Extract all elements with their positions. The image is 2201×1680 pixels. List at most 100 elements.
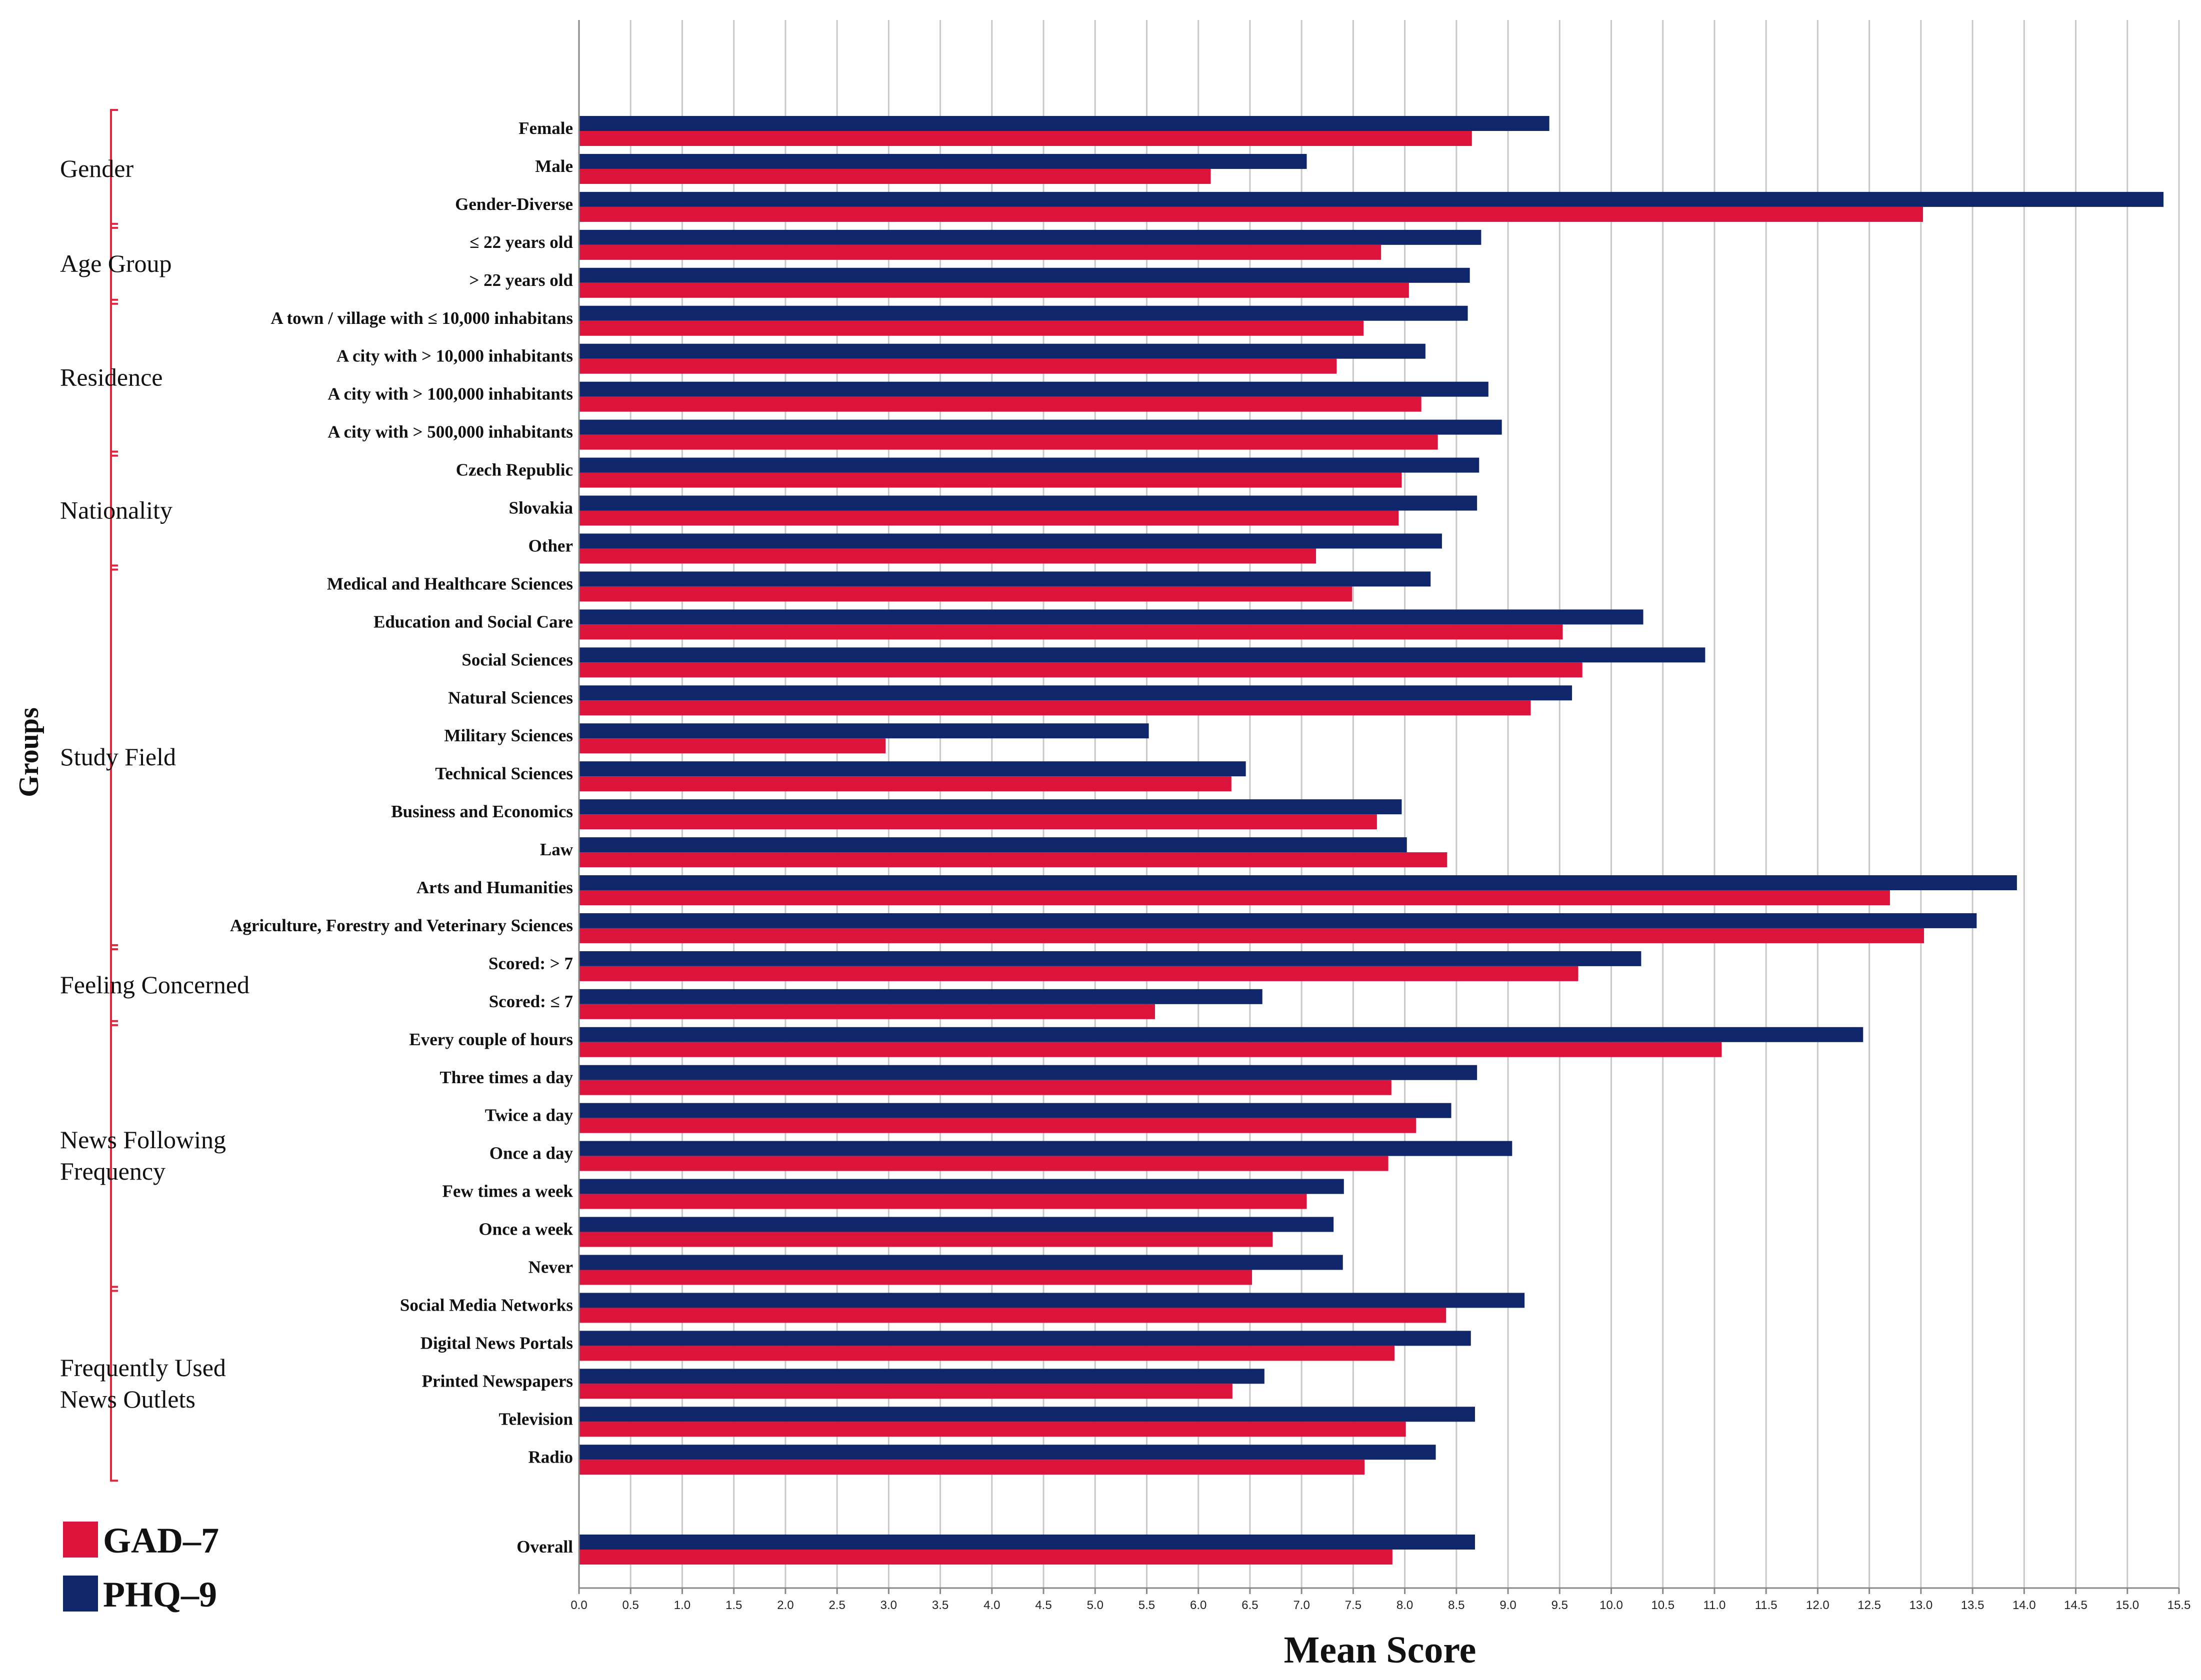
category-label: Other: [528, 536, 573, 555]
x-tick-label: 0.0: [570, 1599, 587, 1612]
x-tick-label: 10.5: [1651, 1599, 1674, 1612]
category-label: Education and Social Care: [374, 612, 573, 631]
x-tick-label: 12.0: [1806, 1599, 1830, 1612]
category-labels: Female Male Gender-Diverse ≤ 22 years old > …: [230, 118, 574, 1557]
gad7-bar: [579, 1156, 1388, 1171]
phq9-bar: [579, 989, 1262, 1004]
gad7-bar: [579, 320, 1364, 336]
x-tick-label: 2.0: [777, 1599, 794, 1612]
gad7-bar: [579, 776, 1232, 792]
group-bracket: [110, 450, 118, 571]
x-tick-label: 3.5: [932, 1599, 948, 1612]
gad7-bar: [579, 1550, 1392, 1565]
phq9-bar: [579, 191, 2164, 207]
x-tick-label: 14.5: [2064, 1599, 2088, 1612]
x-tick-label: 0.5: [622, 1599, 639, 1612]
x-tick-label: 4.0: [984, 1599, 1000, 1612]
category-label: Agriculture, Forestry and Veterinary Sci…: [230, 916, 573, 935]
x-axis-title: Mean Score: [1284, 1629, 1476, 1671]
category-label: Arts and Humanities: [416, 878, 573, 897]
gad7-bar: [579, 282, 1409, 298]
group-bracket: [110, 1020, 118, 1292]
phq9-bar: [579, 1407, 1475, 1422]
category-label: Three times a day: [440, 1068, 573, 1087]
gad7-bar: [579, 700, 1531, 716]
category-label: Military Sciences: [444, 726, 573, 745]
x-tick-label: 11.5: [1755, 1599, 1778, 1612]
gad7-bar: [579, 738, 886, 754]
group-label: News Following: [60, 1126, 226, 1154]
category-label: Law: [540, 840, 574, 859]
x-tick-label: 2.5: [828, 1599, 845, 1612]
gad7-bar: [579, 966, 1578, 981]
phq9-bar: [579, 1217, 1334, 1232]
x-tick-label: 14.0: [2012, 1599, 2036, 1612]
group-label: Feeling Concerned: [60, 971, 250, 999]
group-bracket: [110, 1286, 118, 1482]
gad7-bar: [579, 1308, 1446, 1323]
x-tick-label: 1.5: [726, 1599, 742, 1612]
x-tick-label: 9.0: [1500, 1599, 1516, 1612]
legend-swatch-gad7: [63, 1522, 98, 1558]
phq9-bar: [579, 1065, 1478, 1080]
group-bracket: [110, 222, 118, 305]
category-label: Male: [535, 156, 573, 176]
category-label: Social Media Networks: [400, 1295, 573, 1315]
phq9-bar: [579, 1179, 1344, 1194]
gad7-bar: [579, 548, 1316, 564]
gad7-bar: [579, 1270, 1252, 1285]
group-bracket: [110, 944, 118, 1026]
phq9-bar: [579, 116, 1550, 131]
x-tick-label: 9.5: [1552, 1599, 1568, 1612]
legend-swatch-phq9: [63, 1576, 98, 1612]
x-tick-label: 8.0: [1396, 1599, 1413, 1612]
category-label: Scored: > 7: [488, 954, 573, 973]
x-tick-label: 7.5: [1345, 1599, 1362, 1612]
category-label: Natural Sciences: [448, 688, 573, 707]
gad7-bar: [579, 510, 1399, 526]
gad7-bar: [579, 890, 1890, 905]
phq9-bar: [579, 799, 1402, 815]
phq9-bar: [579, 875, 2017, 890]
group-bracket: [110, 564, 118, 950]
phq9-bar: [579, 1293, 1525, 1308]
group-brackets: [110, 109, 118, 1482]
phq9-bar: [579, 1255, 1343, 1270]
category-label: Social Sciences: [462, 650, 573, 669]
category-label: Once a week: [478, 1220, 573, 1239]
group-label: News Outlets: [60, 1385, 196, 1413]
category-label: A city with > 100,000 inhabitants: [328, 384, 573, 404]
phq9-bar: [579, 153, 1307, 169]
gad7-bar: [579, 1384, 1232, 1399]
phq9-bar: [579, 951, 1642, 966]
x-tick-label: 6.0: [1190, 1599, 1206, 1612]
x-tick-label: 12.5: [1858, 1599, 1881, 1612]
x-tick-label: 8.5: [1448, 1599, 1464, 1612]
phq9-bar: [579, 1331, 1471, 1346]
phq9-bar: [579, 647, 1706, 663]
x-tick-label: 15.5: [2168, 1599, 2191, 1612]
gad7-bar: [579, 244, 1382, 260]
gad7-bar: [579, 472, 1402, 488]
category-label: Radio: [528, 1447, 573, 1467]
phq9-bar: [579, 229, 1482, 245]
gad7-bar: [579, 1118, 1416, 1133]
group-label: Gender: [60, 154, 134, 182]
gad7-bar: [579, 434, 1438, 450]
category-label: Overall: [516, 1537, 573, 1557]
gad7-bar: [579, 1346, 1394, 1361]
category-label: A city with > 10,000 inhabitants: [336, 346, 573, 366]
group-label: Study Field: [60, 743, 176, 771]
x-tick-label: 15.0: [2116, 1599, 2139, 1612]
gad7-bar: [579, 206, 1923, 222]
phq9-bar: [579, 571, 1431, 587]
category-label: Digital News Portals: [420, 1333, 573, 1353]
category-label: Printed Newspapers: [422, 1371, 573, 1391]
category-label: Once a day: [490, 1144, 574, 1163]
gad7-bar: [579, 662, 1582, 678]
gad7-bar: [579, 624, 1563, 640]
legend-label-gad7: GAD–7: [103, 1521, 219, 1561]
gad7-bar: [579, 358, 1337, 374]
gad7-bar: [579, 1460, 1365, 1475]
phq9-bar: [579, 1369, 1264, 1384]
